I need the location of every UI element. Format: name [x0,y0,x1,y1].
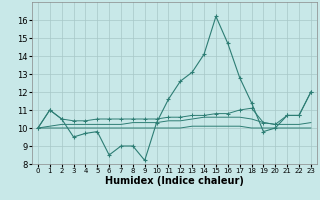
X-axis label: Humidex (Indice chaleur): Humidex (Indice chaleur) [105,176,244,186]
